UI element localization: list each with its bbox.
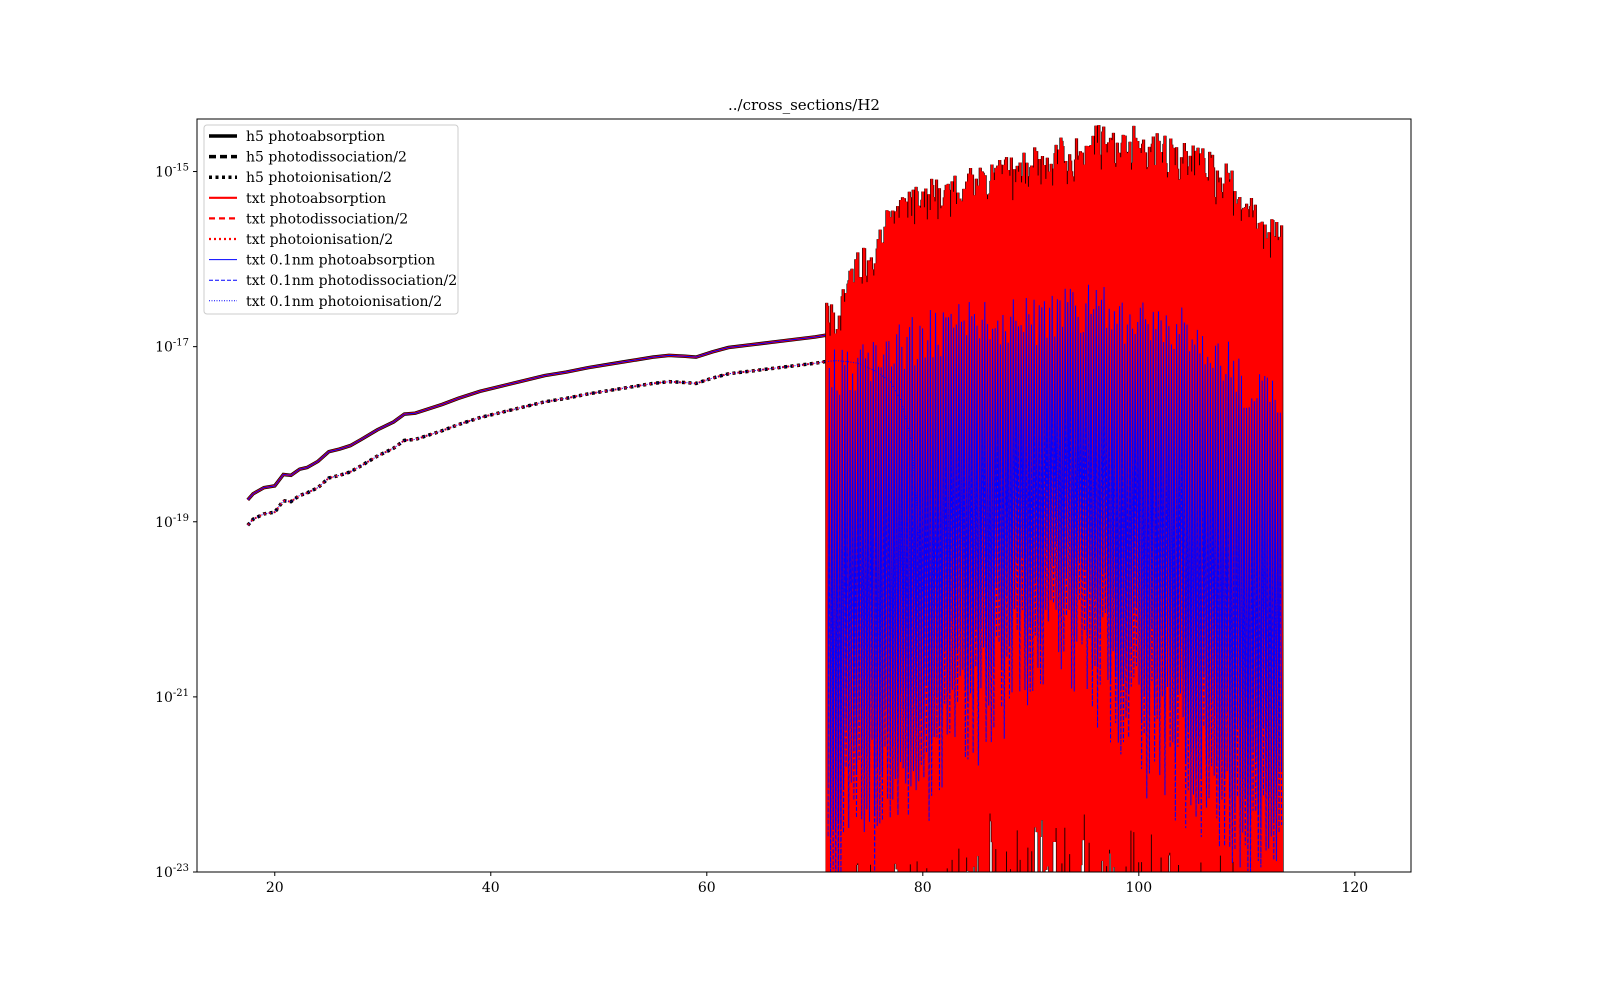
legend-label: h5 photodissociation/2 [246,150,407,166]
y-tick-exponent: -23 [173,863,189,874]
y-tick-base: 10 [155,340,173,356]
y-tick-exponent: -17 [173,338,189,349]
y-tick-base: 10 [155,690,173,706]
legend-label: txt photodissociation/2 [246,211,408,227]
y-tick-label: 10-15 [155,163,189,181]
legend-label: txt photoabsorption [246,191,386,207]
y-tick-base: 10 [155,515,173,531]
legend-label: txt 0.1nm photodissociation/2 [246,273,457,289]
y-tick-label: 10-19 [155,513,189,531]
chart-title: ../cross_sections/H2 [728,96,880,114]
x-tick-label: 60 [698,880,716,896]
legend-label: txt photoionisation/2 [246,232,393,248]
x-tick-label: 40 [482,880,500,896]
x-tick-label: 20 [266,880,284,896]
txt-photoionisation-line [247,360,826,526]
txt-01nm-photodissociation-band [826,331,1283,872]
legend-label: h5 photoionisation/2 [246,170,392,186]
y-tick-label: 10-23 [155,863,189,881]
y-tick-exponent: -19 [173,513,189,524]
y-tick-label: 10-17 [155,338,189,356]
legend-label: txt 0.1nm photoionisation/2 [246,294,442,310]
legend: h5 photoabsorption h5 photodissociation/2… [203,124,459,315]
legend-label: h5 photoabsorption [246,129,385,145]
plot-area [246,125,1284,872]
txt-01nm-photoionisation-tail [825,360,924,592]
y-tick-base: 10 [155,165,173,181]
txt-01nm-photoabsorption-line [247,334,826,501]
x-tick-label: 80 [914,880,932,896]
txt-01nm-photoionisation-line [247,361,826,526]
x-axis: 20 40 60 80 100 120 [266,872,1368,896]
y-tick-exponent: -21 [173,688,189,699]
y-tick-exponent: -15 [173,163,189,174]
legend-box [203,124,459,315]
y-tick-base: 10 [155,865,173,881]
legend-label: txt 0.1nm photoabsorption [246,253,435,269]
y-tick-label: 10-21 [155,688,189,706]
x-tick-label: 100 [1125,880,1152,896]
x-tick-label: 120 [1341,880,1368,896]
axes-frame [196,118,1412,873]
